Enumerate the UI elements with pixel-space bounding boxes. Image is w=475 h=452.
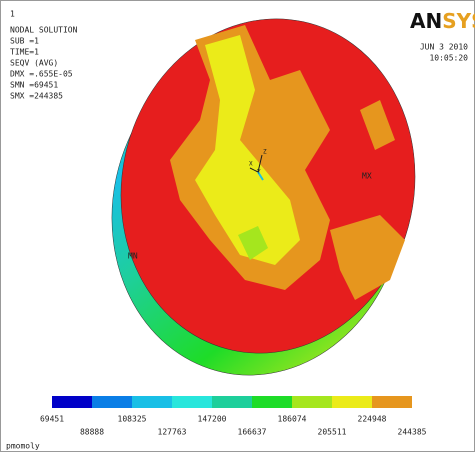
legend-swatch bbox=[332, 396, 372, 408]
triad-z: Z bbox=[263, 149, 267, 156]
legend-swatch bbox=[172, 396, 212, 408]
legend-label: 186074 bbox=[278, 415, 307, 424]
legend-label: 205511 bbox=[318, 428, 347, 437]
legend-label: 127763 bbox=[158, 428, 187, 437]
legend-label: 108325 bbox=[118, 415, 147, 424]
logo: ANSYS bbox=[410, 9, 475, 33]
legend-swatch bbox=[292, 396, 332, 408]
legend-label: 147200 bbox=[198, 415, 227, 424]
legend-swatch bbox=[212, 396, 252, 408]
time: 10:05:20 bbox=[429, 54, 468, 63]
logo-prefix: AN bbox=[410, 9, 442, 33]
legend-label: 224948 bbox=[358, 415, 387, 424]
legend-swatch bbox=[132, 396, 172, 408]
screenshot: 1 NODAL SOLUTION SUB =1 TIME=1 SEQV (AVG) DM… bbox=[0, 0, 475, 452]
footer: pmomoly bbox=[6, 442, 40, 451]
min-marker: MN bbox=[128, 252, 138, 261]
legend-swatch bbox=[92, 396, 132, 408]
triad-x: X bbox=[249, 161, 253, 168]
legend-label: 166637 bbox=[238, 428, 267, 437]
legend-swatch bbox=[252, 396, 292, 408]
corner-mark: 1 bbox=[10, 10, 15, 19]
legend-label: 88888 bbox=[80, 428, 104, 437]
info-line: SUB =1 bbox=[10, 37, 39, 46]
legend-swatch bbox=[372, 396, 412, 408]
info-line: DMX =.655E-05 bbox=[10, 70, 73, 79]
info-line: SEQV (AVG) bbox=[10, 59, 58, 68]
date: JUN 3 2010 bbox=[420, 43, 468, 52]
legend-label: 244385 bbox=[398, 428, 427, 437]
legend-label: 69451 bbox=[40, 415, 64, 424]
logo-suffix: SYS bbox=[442, 9, 475, 33]
info-line: TIME=1 bbox=[10, 48, 39, 57]
info-line: NODAL SOLUTION bbox=[10, 26, 78, 35]
info-line: SMN =69451 bbox=[10, 81, 58, 90]
triad-y: Y bbox=[257, 169, 261, 176]
legend-swatch bbox=[52, 396, 92, 408]
max-marker: MX bbox=[362, 172, 372, 181]
info-line: SMX =244385 bbox=[10, 92, 63, 101]
